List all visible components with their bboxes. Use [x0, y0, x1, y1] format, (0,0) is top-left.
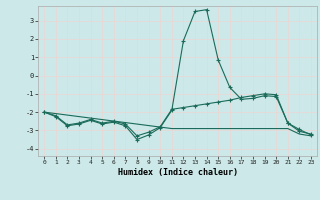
X-axis label: Humidex (Indice chaleur): Humidex (Indice chaleur): [118, 168, 238, 177]
